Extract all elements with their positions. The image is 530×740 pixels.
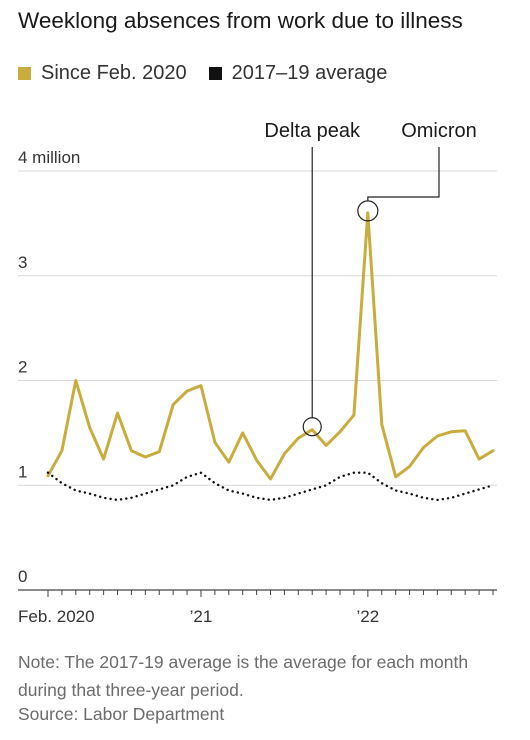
y-tick-label: 3 — [18, 253, 27, 272]
x-tick-label: ’21 — [190, 607, 213, 626]
delta-peak-marker — [302, 417, 322, 437]
y-tick-label: 2 — [18, 358, 27, 377]
legend-item-2017-19-average: 2017–19 average — [208, 62, 388, 85]
omicron-label: Omicron — [401, 120, 477, 142]
delta-peak-label: Delta peak — [264, 120, 361, 142]
series-line-since-feb-2020 — [46, 211, 495, 481]
legend-item-since-feb-2020: Since Feb. 2020 — [18, 62, 187, 85]
omicron-leader-line — [367, 147, 440, 201]
y-tick-label: 0 — [18, 567, 27, 586]
legend-label: 2017–19 average — [231, 62, 388, 84]
legend-swatch-black — [208, 67, 222, 80]
chart-note: Note: The 2017-19 average is the average… — [18, 652, 469, 700]
legend: Since Feb. 2020 2017–19 average — [18, 62, 409, 85]
legend-swatch-gold — [18, 67, 31, 80]
legend-label: Since Feb. 2020 — [41, 62, 187, 84]
line-chart: 0 1 2 3 4 million Feb. 2020 ’21 ’22 Delta peak Om… — [18, 120, 497, 626]
chart-title: Weeklong absences from work due to illne… — [18, 8, 463, 33]
series-line-2017-19-average — [46, 471, 495, 502]
x-tick-label: ’22 — [357, 607, 380, 626]
chart-source: Source: Labor Department — [18, 704, 225, 724]
y-tick-label: 4 million — [18, 148, 80, 167]
y-tick-label: 1 — [18, 462, 27, 481]
x-tick-label: Feb. 2020 — [18, 607, 95, 626]
